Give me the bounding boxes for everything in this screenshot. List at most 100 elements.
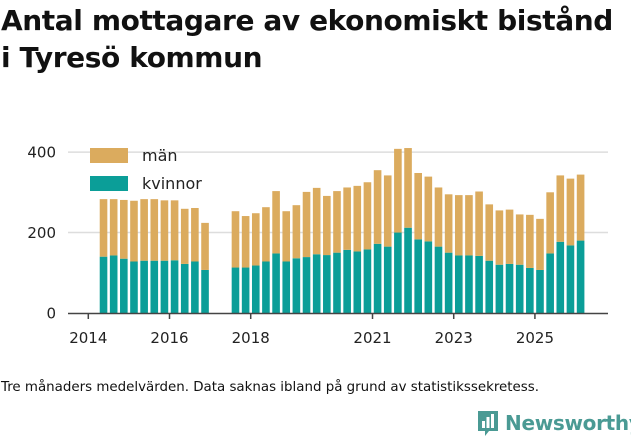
x-tick-label-2016: 2016 <box>150 329 188 347</box>
bar-kvinnor <box>201 269 209 313</box>
legend-kvinnor-swatch <box>90 176 128 191</box>
bar-kvinnor <box>495 264 504 313</box>
bar-man <box>353 185 362 252</box>
bar-kvinnor <box>404 227 412 313</box>
bar-man <box>556 175 565 242</box>
x-tick-label-2021: 2021 <box>353 329 391 347</box>
bar-kvinnor <box>434 246 443 313</box>
bar-man <box>576 174 585 241</box>
bar-man <box>363 182 372 250</box>
bar-man <box>414 172 422 240</box>
bar-kvinnor <box>140 260 148 313</box>
bar-man <box>150 199 159 261</box>
brand-logo[interactable]: Newsworthy <box>476 407 631 439</box>
bar-man <box>333 191 341 253</box>
bar-kvinnor <box>272 253 280 313</box>
bar-kvinnor <box>251 265 260 313</box>
bar-man <box>312 187 321 255</box>
legend-man-swatch <box>90 148 128 163</box>
newsworthy-logo-icon <box>478 411 498 436</box>
x-tick-label-2023: 2023 <box>435 329 473 347</box>
bar-man <box>160 200 169 261</box>
bar-man <box>383 175 392 247</box>
x-tick-label-2025: 2025 <box>516 329 554 347</box>
x-tick-label-2014: 2014 <box>69 329 107 347</box>
bar-man <box>505 209 514 264</box>
bar-man <box>201 222 209 270</box>
bar-man <box>343 187 351 250</box>
bar-man <box>373 170 382 244</box>
bar-man <box>302 191 311 258</box>
bar-kvinnor <box>526 267 534 313</box>
bar-kvinnor <box>323 255 331 313</box>
bar-kvinnor <box>333 252 341 313</box>
bar-man <box>109 199 118 256</box>
bar-man <box>566 178 575 246</box>
legend-man-label: män <box>142 146 178 165</box>
y-tick-label-400: 400 <box>27 144 56 162</box>
bar-kvinnor <box>130 261 138 313</box>
bar-kvinnor <box>515 264 524 313</box>
bar-man <box>191 207 199 262</box>
footnote: Tre månaders medelvärden. Data saknas ib… <box>1 380 539 395</box>
y-tick-label-0: 0 <box>46 305 56 323</box>
bar-man <box>515 214 524 265</box>
bar-kvinnor <box>312 254 321 313</box>
bar-kvinnor <box>109 255 118 313</box>
bars <box>99 148 585 313</box>
bar-man <box>272 191 280 254</box>
bar-kvinnor <box>353 251 362 313</box>
bar-kvinnor <box>170 260 179 313</box>
bar-man <box>434 187 443 247</box>
bar-man <box>394 148 402 233</box>
title-line-1: Antal mottagare av ekonomiskt bistånd <box>1 4 613 37</box>
bar-kvinnor <box>424 241 433 313</box>
legend-kvinnor-label: kvinnor <box>142 174 202 193</box>
legend: män kvinnor <box>90 146 202 193</box>
bar-man <box>241 216 250 268</box>
bar-kvinnor <box>99 256 108 313</box>
bar-man <box>231 211 240 268</box>
bar-kvinnor <box>505 263 514 313</box>
bar-kvinnor <box>302 257 311 313</box>
bar-kvinnor <box>475 255 483 313</box>
axes: 0 200 400 2014 2016 2018 2021 2023 2025 <box>27 144 608 347</box>
bar-man <box>140 199 148 261</box>
bar-man <box>282 211 291 262</box>
bar-kvinnor <box>546 253 554 313</box>
x-tick-label-2018: 2018 <box>232 329 270 347</box>
bar-man <box>120 199 128 259</box>
y-tick-label-200: 200 <box>27 224 56 242</box>
bar-man <box>444 194 453 253</box>
bar-man <box>495 210 504 265</box>
bar-kvinnor <box>454 255 463 313</box>
bar-kvinnor <box>373 243 382 313</box>
bar-man <box>292 205 301 259</box>
bar-kvinnor <box>160 260 169 313</box>
bar-kvinnor <box>414 239 422 313</box>
bar-man <box>485 204 494 261</box>
bar-kvinnor <box>262 261 270 313</box>
bar-kvinnor <box>363 249 372 313</box>
bar-kvinnor <box>465 255 473 313</box>
bar-man <box>424 176 433 242</box>
bar-kvinnor <box>241 267 250 313</box>
bar-man <box>546 192 554 254</box>
bar-kvinnor <box>180 263 189 313</box>
bar-man <box>536 218 544 270</box>
bar-kvinnor <box>383 246 392 313</box>
bar-kvinnor <box>485 260 494 313</box>
bar-kvinnor <box>191 261 199 313</box>
bar-kvinnor <box>282 261 291 313</box>
brand-name: Newsworthy <box>505 411 631 435</box>
bar-man <box>526 214 534 268</box>
bar-kvinnor <box>394 232 402 313</box>
bar-kvinnor <box>556 241 565 313</box>
bar-man <box>404 148 412 228</box>
bar-kvinnor <box>343 249 351 313</box>
bar-man <box>475 191 483 256</box>
bar-kvinnor <box>536 269 544 313</box>
bar-kvinnor <box>292 258 301 313</box>
bar-man <box>99 199 108 257</box>
